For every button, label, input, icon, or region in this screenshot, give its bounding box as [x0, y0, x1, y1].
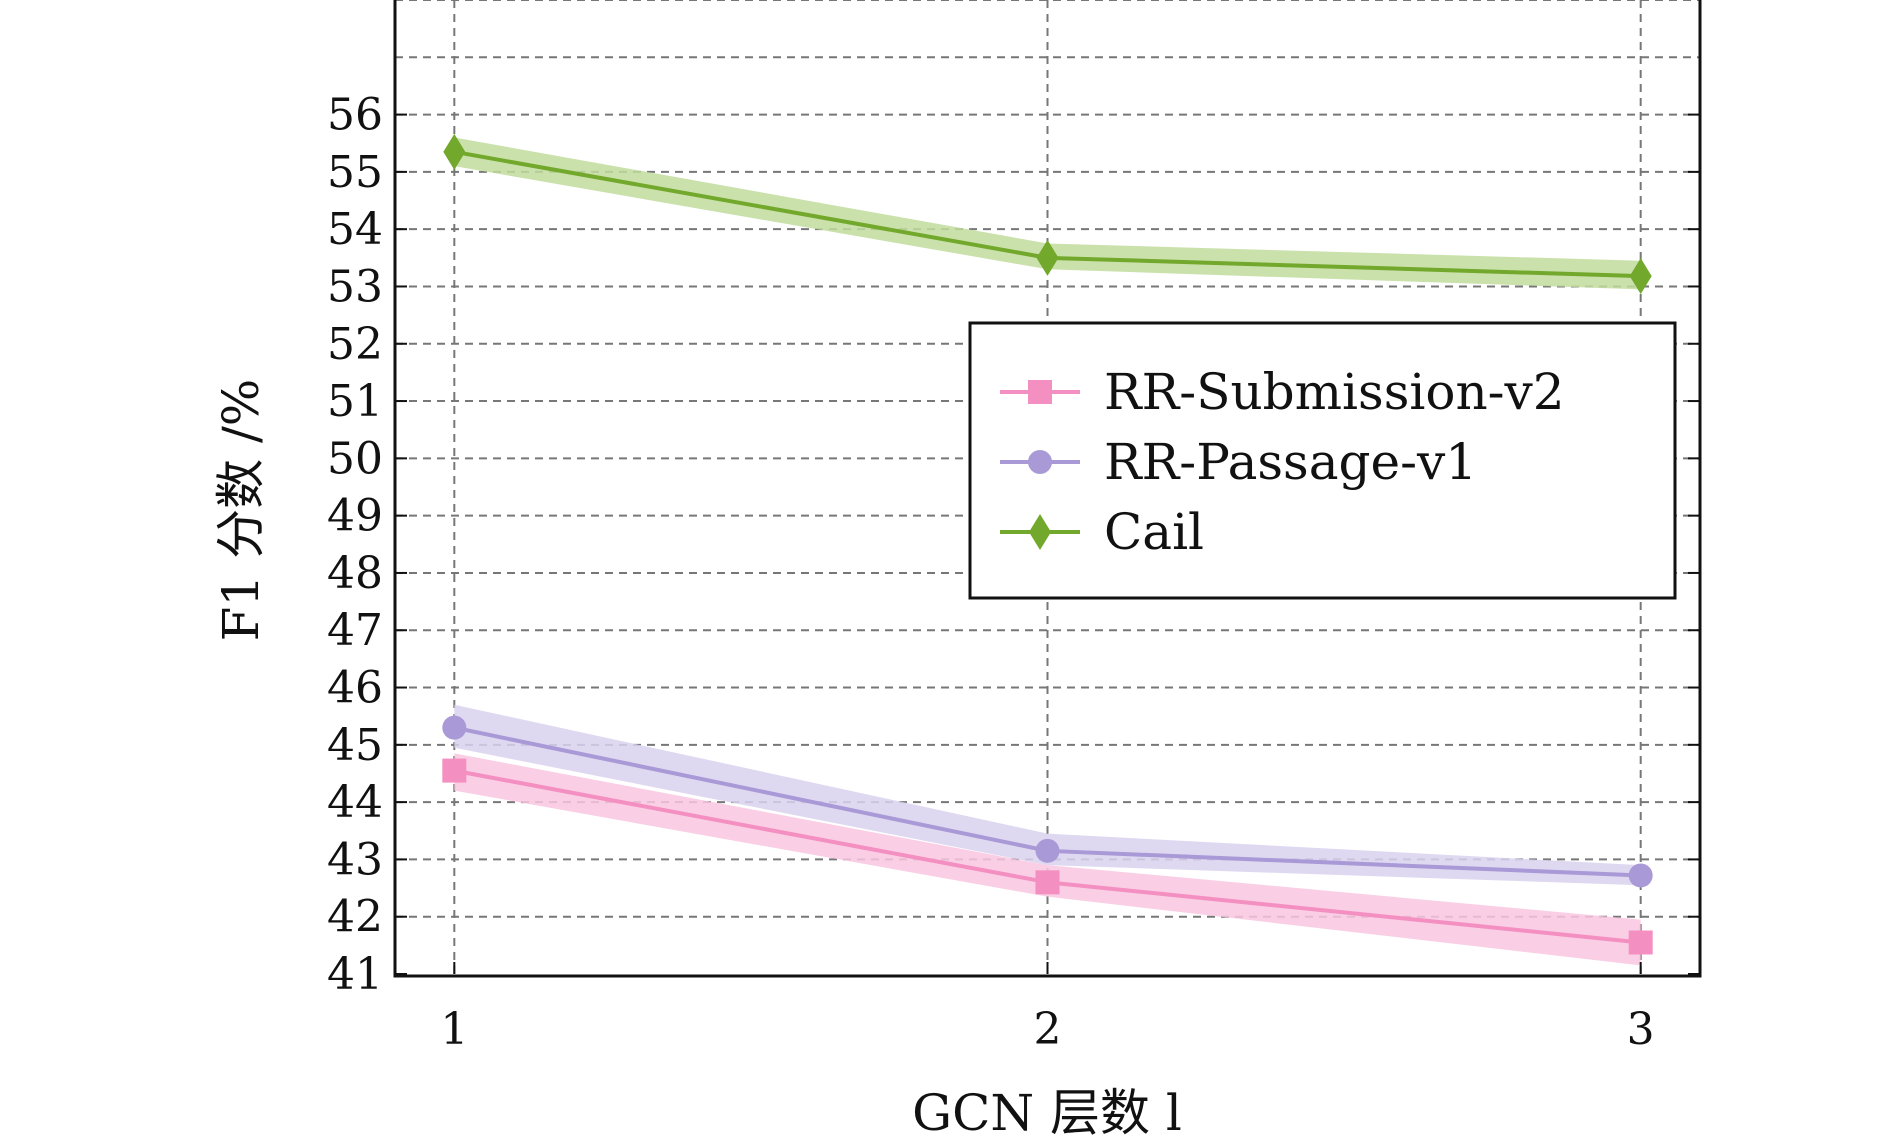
legend-label-rr-submission-v2: RR-Submission-v2 — [1104, 363, 1565, 421]
y-tick-label: 50 — [327, 433, 383, 484]
x-axis-label: GCN 层数 l — [912, 1084, 1182, 1142]
x-tick-label: 1 — [440, 1004, 468, 1055]
y-tick-label: 51 — [327, 376, 383, 427]
legend-marker-rr-passage-v1 — [1028, 450, 1052, 474]
point-rr-submission-v2 — [442, 758, 467, 783]
point-rr-passage-v1 — [1035, 838, 1060, 863]
legend-box — [968, 321, 1677, 600]
point-rr-submission-v2 — [1628, 930, 1653, 955]
y-tick-label: 41 — [327, 949, 383, 1000]
y-tick-label: 47 — [327, 605, 383, 656]
point-cail — [1036, 239, 1059, 276]
x-tick-label: 3 — [1627, 1004, 1655, 1055]
y-tick-label: 46 — [327, 663, 383, 714]
y-tick-label: 44 — [327, 777, 383, 828]
y-axis-ticks: 41 42 43 44 45 46 47 48 49 50 51 52 53 54 55 56 — [327, 90, 1700, 1000]
y-tick-label: 42 — [327, 892, 383, 943]
point-rr-submission-v2 — [1035, 870, 1060, 895]
point-cail — [1629, 258, 1652, 295]
y-axis-label: F1 分数 /% — [212, 379, 270, 642]
legend-label-cail: Cail — [1104, 503, 1204, 561]
y-tick-label: 55 — [327, 147, 383, 198]
legend-marker-cail — [1029, 514, 1051, 550]
y-tick-label: 52 — [327, 319, 383, 370]
x-tick-label: 2 — [1034, 1004, 1062, 1055]
y-tick-label: 54 — [327, 204, 383, 255]
point-rr-passage-v1 — [442, 715, 467, 740]
legend-item-rr-passage-v1: RR-Passage-v1 — [1000, 433, 1477, 491]
legend: RR-Submission-v2 RR-Passage-v1 Cail — [968, 321, 1677, 600]
point-rr-passage-v1 — [1628, 863, 1653, 888]
plot-frame — [393, 0, 1702, 978]
series-markers — [442, 133, 1653, 955]
y-tick-label: 43 — [327, 834, 383, 885]
y-tick-label: 48 — [327, 548, 383, 599]
legend-item-rr-submission-v2: RR-Submission-v2 — [1000, 363, 1565, 421]
y-tick-label: 45 — [327, 720, 383, 771]
y-tick-label: 56 — [327, 90, 383, 141]
legend-label-rr-passage-v1: RR-Passage-v1 — [1104, 433, 1477, 491]
x-axis-ticks: 1 2 3 — [440, 962, 1655, 1055]
y-tick-label: 49 — [327, 491, 383, 542]
legend-item-cail: Cail — [1000, 503, 1204, 561]
y-tick-label: 53 — [327, 261, 383, 312]
legend-marker-rr-submission-v2 — [1028, 380, 1052, 404]
point-cail — [443, 133, 466, 170]
